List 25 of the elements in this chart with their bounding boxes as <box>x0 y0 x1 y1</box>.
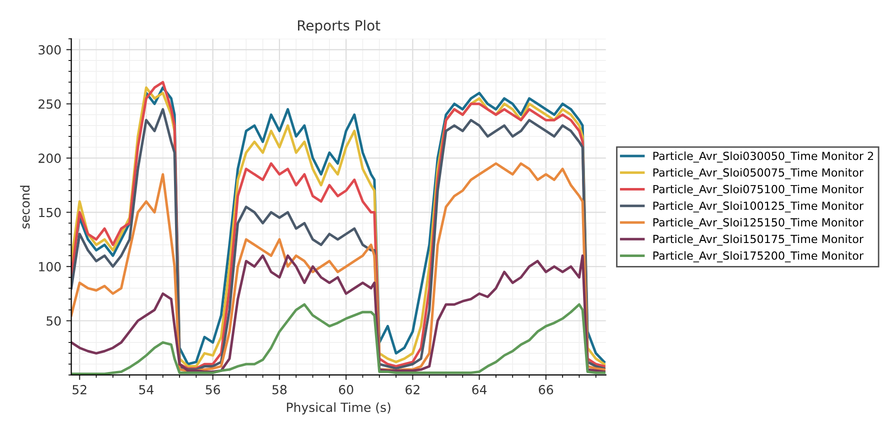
y-axis-title: second <box>20 186 30 228</box>
x-tick-label: 52 <box>72 384 86 394</box>
x-tick-label: 54 <box>139 385 154 394</box>
y-tick-label: 300 <box>38 45 61 55</box>
legend-label: Particle_Avr_Sloi075100_Time Monitor <box>653 184 864 196</box>
chart-title: Reports Plot <box>298 20 380 34</box>
y-tick-label: 150 <box>39 208 61 218</box>
x-tick-label: 62 <box>406 384 420 394</box>
x-tick-label: 58 <box>272 384 287 394</box>
legend-label: Particle_Avr_Sloi030050_Time Monitor 2 <box>653 151 874 163</box>
x-tick-label: 60 <box>338 384 354 394</box>
y-tick-label: 50 <box>46 316 61 326</box>
legend-label: Particle_Avr_Sloi175200_Time Monitor <box>653 251 864 262</box>
x-tick-label: 66 <box>538 384 554 394</box>
y-tick-label: 250 <box>38 99 61 109</box>
legend-label: Particle_Avr_Sloi150175_Time Monitor <box>653 234 864 246</box>
legend-label: Particle_Avr_Sloi125150_Time Monitor <box>653 218 864 230</box>
x-axis-title: Physical Time (s) <box>286 402 390 414</box>
legend-label: Particle_Avr_Sloi050075_Time Monitor <box>653 168 864 180</box>
x-tick-label: 64 <box>472 384 487 394</box>
y-tick-label: 200 <box>38 154 61 164</box>
x-tick-label: 56 <box>206 384 220 394</box>
y-tick-label: 100 <box>39 262 61 272</box>
legend-label: Particle_Avr_Sloi100125_Time Monitor <box>653 201 864 212</box>
line-series <box>71 254 606 373</box>
